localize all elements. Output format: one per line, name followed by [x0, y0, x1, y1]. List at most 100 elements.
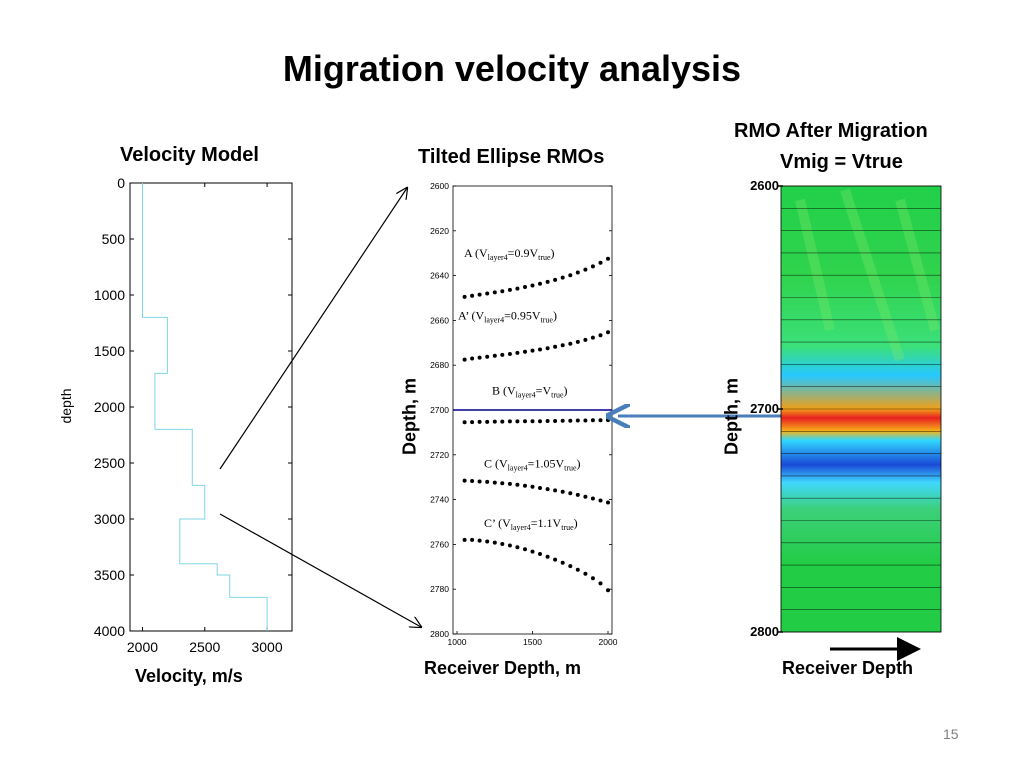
rmo-point-B: [515, 419, 520, 424]
y-tick-label: 2660: [430, 315, 449, 325]
rmo-label-part: C (V: [484, 457, 508, 471]
y-tick-label: 2740: [430, 495, 449, 505]
rmo-point-C': [606, 588, 610, 593]
migration-title: RMO After Migration: [734, 120, 928, 142]
rmo-label-part: ): [564, 383, 568, 397]
rmo-point-B: [523, 419, 527, 424]
rmo-point-B: [568, 418, 573, 423]
rmo-label-part: A (V: [464, 246, 488, 260]
rmo-point-A': [590, 335, 595, 340]
rmo-label-B: B (Vlayer4=Vtrue): [492, 383, 568, 399]
rmo-label-part: ): [553, 309, 557, 323]
rmo-title: Tilted Ellipse RMOs: [418, 146, 605, 168]
slide-title: Migration velocity analysis: [282, 48, 742, 89]
rmo-label-C: C (Vlayer4=1.05Vtrue): [484, 457, 581, 473]
rmo-label-part: C’ (V: [484, 516, 511, 530]
rmo-point-A': [538, 347, 542, 352]
rmo-label-part: true: [564, 464, 577, 473]
rmo-point-C': [598, 581, 603, 586]
rmo-label-part: ): [577, 457, 581, 471]
rmo-point-A': [507, 352, 512, 356]
rmo-point-A: [470, 293, 475, 298]
rmo-point-B: [606, 418, 610, 423]
y-tick-label: 2000: [94, 399, 125, 415]
migration-xlabel: Receiver Depth: [782, 658, 914, 678]
rmo-point-A: [575, 270, 580, 275]
rmo-label-part: =1.05V: [528, 457, 565, 471]
rmo-label-part: true: [541, 316, 554, 325]
y-tick-label: 2700: [430, 405, 449, 415]
rmo-point-C: [590, 496, 595, 501]
rmo-point-A': [477, 355, 482, 360]
rmo-point-C': [575, 567, 580, 572]
heatmap-streak: [895, 198, 940, 332]
rmo-point-A: [530, 283, 535, 288]
rmo-point-B: [507, 419, 512, 424]
y-tick-label: 2620: [430, 226, 449, 236]
rmo-point-A': [545, 346, 550, 351]
rmo-point-A: [598, 260, 603, 265]
velocity-model-xlabel: Velocity, m/s: [135, 666, 243, 686]
y-tick-label: 3000: [94, 511, 125, 527]
rmo-ylabel: Depth, m: [399, 378, 420, 456]
heatmap-frame: [780, 185, 942, 633]
rmo-point-C': [545, 554, 550, 559]
y-tick-label: 2800: [750, 624, 779, 639]
rmo-point-B: [492, 419, 497, 424]
velocity-model-frame: [129, 182, 293, 632]
x-tick-label: 3000: [251, 639, 282, 655]
rmo-point-A: [560, 275, 565, 280]
rmo-label-A: A (Vlayer4=0.9Vtrue): [464, 246, 555, 262]
rmo-point-B: [470, 420, 475, 425]
rmo-point-A': [606, 330, 610, 335]
rmo-point-A': [583, 337, 588, 342]
heatmap-image: [781, 186, 941, 632]
y-tick-label: 2780: [430, 584, 449, 594]
migration-ylabel: Depth, m: [721, 378, 742, 456]
rmo-point-C': [500, 542, 505, 546]
rmo-frame: [452, 185, 613, 635]
rmo-label-part: B (V: [492, 383, 516, 397]
y-tick-label: 2700: [750, 401, 779, 416]
rmo-point-A': [553, 344, 558, 349]
rmo-point-C: [477, 479, 482, 484]
velocity-model-title: Velocity Model: [120, 144, 259, 166]
rmo-label-part: layer4: [488, 253, 508, 262]
y-tick-label: 3500: [94, 567, 125, 583]
y-tick-label: 1000: [94, 287, 125, 303]
zoom-arrow-top: [219, 188, 407, 470]
rmo-label-part: layer4: [516, 390, 536, 399]
y-tick-label: 4000: [94, 623, 125, 639]
rmo-point-C': [530, 549, 535, 554]
rmo-point-C: [545, 487, 550, 492]
rmo-point-C': [590, 576, 595, 581]
y-tick-label: 2600: [750, 178, 779, 193]
rmo-point-C': [523, 547, 527, 552]
rmo-point-A': [492, 353, 497, 358]
rmo-point-A': [515, 350, 520, 355]
heatmap-streak: [840, 188, 905, 362]
rmo-point-C: [538, 486, 542, 490]
rmo-point-A: [606, 256, 610, 261]
rmo-point-C': [477, 538, 482, 543]
y-tick-label: 2500: [94, 455, 125, 471]
rmo-label-part: layer4: [511, 523, 531, 532]
rmo-point-A': [560, 343, 565, 348]
rmo-point-A': [485, 354, 490, 359]
rmo-point-A': [568, 341, 573, 346]
x-tick-label: 1000: [448, 637, 467, 647]
migration-subtitle: Vmig = Vtrue: [780, 151, 903, 173]
rmo-point-A: [462, 294, 467, 299]
rmo-point-C: [485, 479, 490, 484]
rmo-label-A': A’ (Vlayer4=0.95Vtrue): [458, 309, 557, 325]
rmo-label-part: layer4: [484, 316, 504, 325]
rmo-point-C': [568, 564, 573, 569]
y-tick-label: 1500: [94, 343, 125, 359]
rmo-point-A: [553, 277, 558, 282]
rmo-label-part: ): [574, 516, 578, 530]
rmo-point-A: [523, 285, 527, 289]
y-tick-label: 2680: [430, 360, 449, 370]
rmo-point-C': [492, 540, 497, 545]
